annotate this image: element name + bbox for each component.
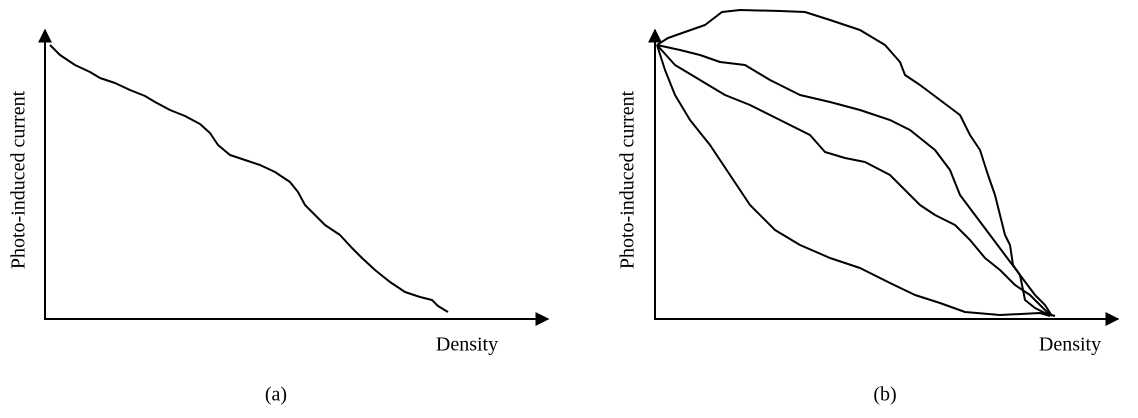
curve	[656, 44, 1051, 317]
x-axis-label: Density	[1039, 334, 1101, 356]
y-axis-label: Photo-induced current	[617, 90, 639, 269]
curve	[656, 44, 1053, 317]
x-axis-label: Density	[436, 334, 498, 356]
y-axis-label: Photo-induced current	[8, 90, 30, 269]
caption: (a)	[265, 384, 287, 406]
panel-b: Photo-induced current Density (b)	[617, 9, 1120, 406]
curve	[656, 44, 1053, 317]
caption: (b)	[873, 384, 896, 406]
curve	[656, 9, 1056, 317]
curve	[49, 44, 449, 313]
panel-a: Photo-induced current Density (a)	[8, 28, 550, 406]
